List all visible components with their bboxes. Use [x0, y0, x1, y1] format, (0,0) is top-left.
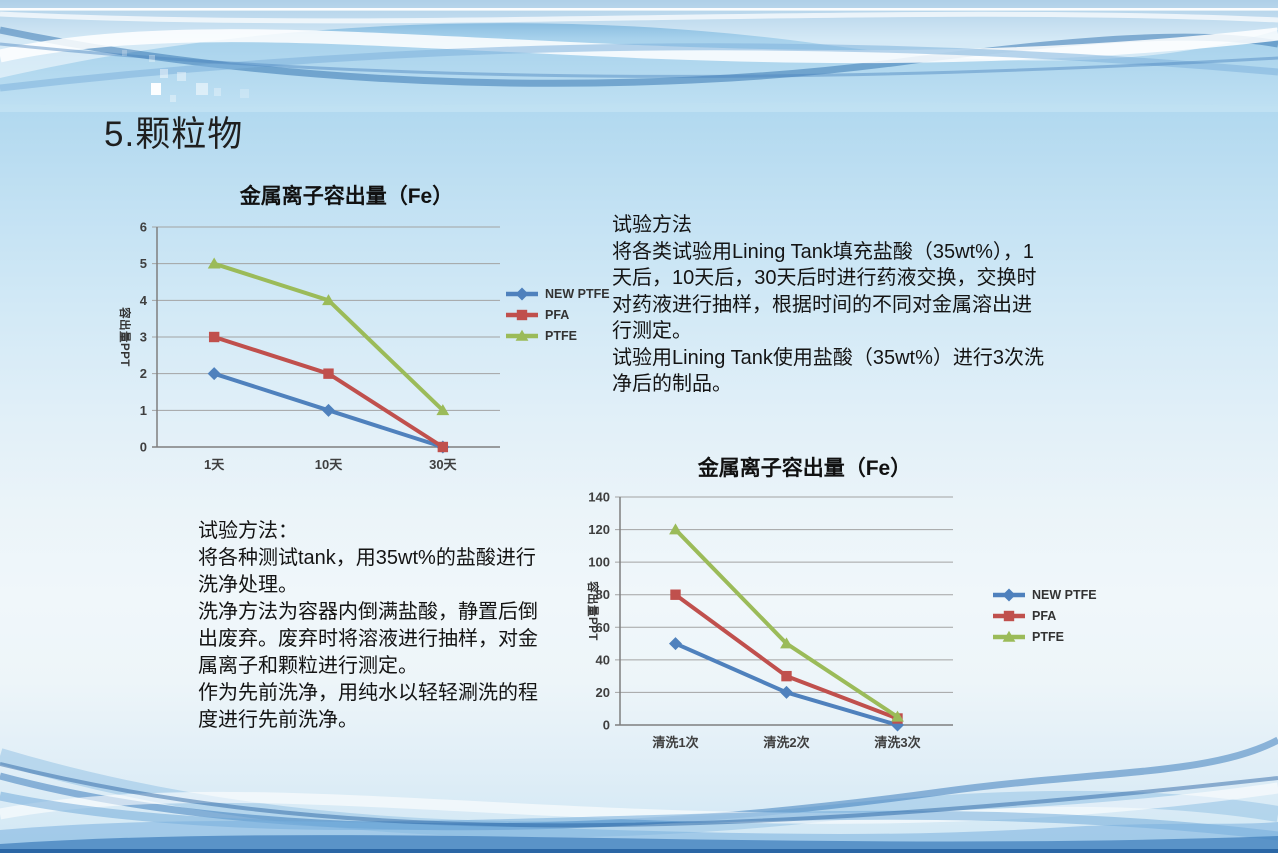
svg-text:30天: 30天 [429, 457, 457, 472]
legend-label: PFA [1032, 608, 1057, 623]
text-line: 洗净方法为容器内倒满盐酸，静置后倒 [198, 601, 538, 623]
svg-text:10天: 10天 [315, 457, 343, 472]
text-line: 试验方法： [198, 520, 298, 542]
legend-label: PFA [545, 307, 570, 322]
legend-item-pfa: PFA [992, 605, 1097, 626]
sparkle-squares-decoration [110, 42, 270, 112]
svg-text:4: 4 [140, 293, 148, 308]
bottom-wave-decoration [0, 718, 1278, 853]
text-line: 对药液进行抽样，根据时间的不同对金属溶出进 [612, 293, 1032, 316]
legend-item-new-ptfe: NEW PTFE [505, 283, 610, 304]
text-line: 属离子和颗粒进行测定。 [198, 655, 418, 677]
text-line: 度进行先前洗净。 [198, 709, 358, 731]
text-line: 出废弃。废弃时将溶液进行抽样，对金 [198, 628, 538, 650]
svg-text:6: 6 [140, 220, 147, 235]
svg-text:金属离子容出量（Fe）: 金属离子容出量（Fe） [697, 456, 912, 480]
text-line: 净后的制品。 [612, 373, 732, 395]
legend-label: PTFE [545, 328, 577, 343]
svg-text:0: 0 [140, 440, 147, 455]
text-line: 试验方法 [612, 214, 692, 236]
legend-item-pfa: PFA [505, 304, 610, 325]
text-line: 行测定。 [612, 320, 692, 342]
legend-item-ptfe: PTFE [992, 626, 1097, 647]
slide-title: 5.颗粒物 [104, 115, 244, 154]
legend-label: NEW PTFE [1032, 587, 1097, 602]
text-line: 洗净处理。 [198, 574, 298, 596]
chart-2-legend: NEW PTFE PFA PTFE [992, 584, 1097, 647]
svg-text:140: 140 [588, 490, 610, 505]
text-line: 将各类试验用Lining Tank填充盐酸（35wt%），1 [612, 240, 1034, 263]
method-text-right: 试验方法将各类试验用Lining Tank填充盐酸（35wt%），1 天后，10天… [612, 212, 1112, 398]
svg-text:1天: 1天 [204, 457, 225, 472]
svg-text:容出量PPT: 容出量PPT [118, 306, 132, 367]
svg-text:3: 3 [140, 330, 147, 345]
svg-text:2: 2 [140, 366, 147, 381]
method-text-left: 试验方法： 将各种测试tank，用35wt%的盐酸进行 洗净处理。洗净方法为容器内倒… [198, 518, 618, 734]
chart-1-legend: NEW PTFE PFA PTFE [505, 283, 610, 346]
svg-text:清洗2次: 清洗2次 [763, 735, 809, 750]
legend-label: NEW PTFE [545, 286, 610, 301]
text-line: 天后，10天后，30天后时进行药液交换，交换时 [612, 267, 1037, 289]
svg-text:清洗3次: 清洗3次 [874, 735, 920, 750]
svg-text:金属离子容出量（Fe）: 金属离子容出量（Fe） [239, 184, 454, 208]
legend-item-ptfe: PTFE [505, 325, 610, 346]
text-line: 作为先前洗净，用纯水以轻轻涮洗的程 [198, 682, 538, 704]
svg-text:清洗1次: 清洗1次 [652, 735, 698, 750]
text-line: 试验用Lining Tank使用盐酸（35wt%）进行3次洗 [612, 346, 1044, 369]
legend-item-new-ptfe: NEW PTFE [992, 584, 1097, 605]
legend-label: PTFE [1032, 629, 1064, 644]
svg-text:1: 1 [140, 403, 147, 418]
text-line: 将各种测试tank，用35wt%的盐酸进行 [198, 547, 536, 569]
svg-text:5: 5 [140, 256, 147, 271]
